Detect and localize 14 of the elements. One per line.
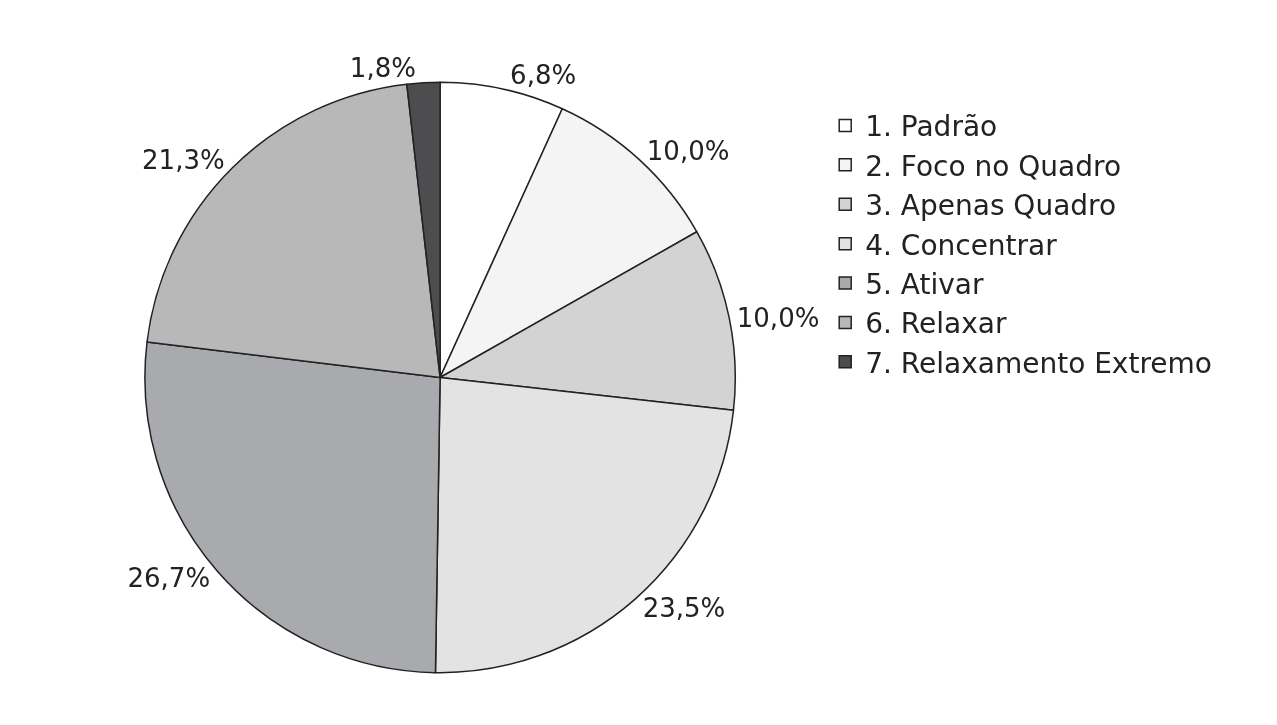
legend-label: 1. Padrão [865, 110, 998, 144]
legend-label: 3. Apenas Quadro [865, 189, 1117, 223]
data-label: 10,0% [646, 136, 730, 167]
legend-label: 6. Relaxar [865, 307, 1007, 341]
data-label: 1,8% [349, 52, 416, 83]
data-label: 26,7% [127, 562, 211, 593]
data-label: 23,5% [642, 592, 726, 623]
data-label: 10,0% [736, 302, 820, 333]
data-label: 21,3% [142, 145, 225, 176]
legend-label: 2. Foco no Quadro [865, 149, 1122, 183]
legend-label: 7. Relaxamento Extremo [865, 346, 1212, 380]
legend-label: 5. Ativar [865, 267, 984, 301]
data-label: 6,8% [510, 59, 577, 90]
legend-label: 4. Concentrar [865, 228, 1058, 262]
